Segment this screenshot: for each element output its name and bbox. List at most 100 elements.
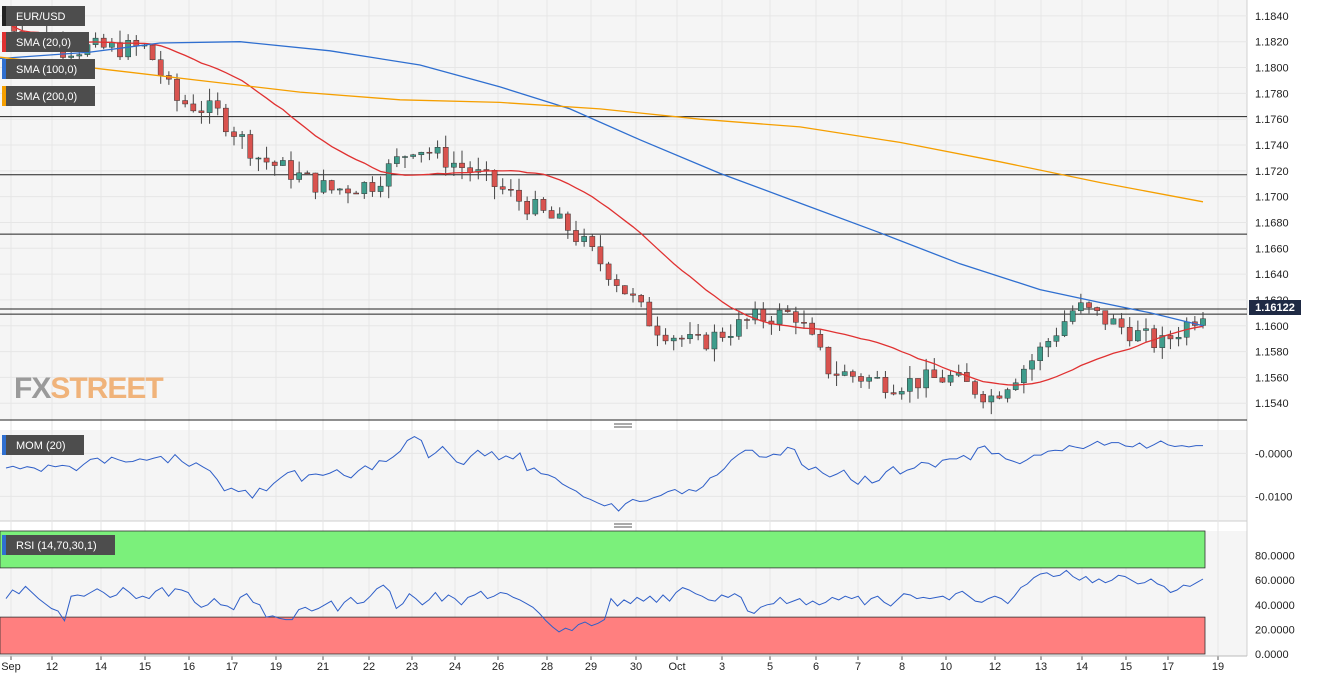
candle-body bbox=[231, 131, 237, 137]
candle-body bbox=[654, 325, 661, 336]
rsi-indicator: 80.0000 60.0000 40.0000 20.0000 0.0000 bbox=[0, 530, 1295, 661]
sma-20-line bbox=[5, 22, 1204, 386]
candle-body bbox=[784, 309, 791, 312]
candle-body bbox=[695, 334, 701, 336]
support-resistance-levels bbox=[0, 116, 1247, 421]
legend-item-rsi[interactable]: RSI (14,70,30,1) bbox=[2, 535, 115, 555]
candle-body bbox=[1135, 330, 1141, 342]
candle-body bbox=[841, 371, 848, 376]
candle-body bbox=[1086, 302, 1092, 308]
price-tick-label: 1.1740 bbox=[1255, 140, 1289, 152]
candle-body bbox=[117, 42, 123, 58]
candle-body bbox=[1069, 310, 1076, 322]
candle-body bbox=[524, 201, 530, 215]
candle-body bbox=[1012, 382, 1019, 390]
sma-lines bbox=[0, 22, 1204, 386]
x-tick-label: 12 bbox=[989, 661, 1001, 673]
candle-body bbox=[1102, 310, 1109, 325]
price-tick-label: 1.1760 bbox=[1255, 114, 1289, 126]
x-tick-label: Sep bbox=[1, 661, 21, 673]
candle-body bbox=[280, 160, 286, 166]
candle-body bbox=[548, 210, 555, 219]
candle-body bbox=[1159, 335, 1166, 348]
sma-200-line bbox=[0, 56, 1204, 203]
candle-body bbox=[369, 182, 376, 192]
candle-body bbox=[68, 55, 74, 58]
x-tick-label: 28 bbox=[541, 661, 553, 673]
price-tick-label: 1.1840 bbox=[1255, 11, 1289, 23]
candle-body bbox=[556, 213, 563, 219]
candle-body bbox=[109, 42, 115, 48]
x-tick-label: 15 bbox=[1120, 661, 1132, 673]
candle-body bbox=[947, 374, 954, 383]
candle-body bbox=[198, 110, 205, 113]
current-price-badge: 1.16122 bbox=[1249, 300, 1301, 315]
candle-body bbox=[589, 236, 596, 247]
candle-body bbox=[1078, 302, 1084, 312]
candle-body bbox=[597, 246, 604, 265]
x-tick-label: 5 bbox=[767, 661, 773, 673]
legend-item-sma-100[interactable]: SMA (100,0) bbox=[2, 59, 95, 79]
mom-line bbox=[5, 436, 1203, 512]
x-tick-label: 17 bbox=[226, 661, 238, 673]
candle-body bbox=[573, 230, 579, 242]
candle-body bbox=[858, 376, 864, 382]
price-tick-label: 1.1720 bbox=[1255, 166, 1289, 178]
candle-body bbox=[622, 285, 628, 295]
candle-body bbox=[866, 377, 872, 382]
price-panel bbox=[0, 0, 1247, 420]
candle-body bbox=[1167, 335, 1174, 340]
legend-item-eurusd[interactable]: EUR/USD bbox=[2, 6, 85, 26]
candle-body bbox=[988, 395, 995, 403]
sma-100-line bbox=[0, 41, 1204, 327]
candle-body bbox=[214, 100, 221, 109]
time-axis: Sep 12 14 15 16 17 19 21 22 23 24 26 28 29 30 Oct 3 5 6 7 8 1… bbox=[0, 655, 1247, 673]
candle-body bbox=[271, 161, 278, 166]
candle-body bbox=[817, 334, 824, 348]
price-tick-label: 1.1780 bbox=[1255, 88, 1289, 100]
candle-body bbox=[402, 156, 408, 158]
x-tick-label: Oct bbox=[668, 661, 685, 673]
candle-body bbox=[1045, 341, 1052, 348]
candle-body bbox=[776, 309, 783, 325]
panel-separator-2[interactable] bbox=[0, 520, 1247, 528]
x-tick-label: 8 bbox=[899, 661, 905, 673]
candle-body bbox=[1126, 326, 1133, 342]
rsi-tick-label: 20.0000 bbox=[1255, 624, 1295, 636]
candle-body bbox=[418, 151, 425, 156]
candle-body bbox=[125, 40, 131, 58]
candle-body bbox=[736, 319, 742, 337]
legend-item-mom[interactable]: MOM (20) bbox=[2, 435, 84, 455]
candle-body bbox=[727, 336, 734, 338]
x-tick-label: 7 bbox=[855, 661, 861, 673]
candle-body bbox=[744, 319, 750, 321]
candle-body bbox=[459, 162, 465, 168]
x-tick-label: 14 bbox=[95, 661, 107, 673]
legend-label-sma-200: SMA (200,0) bbox=[16, 91, 77, 103]
x-tick-label: 24 bbox=[449, 661, 461, 673]
x-tick-label: 29 bbox=[585, 661, 597, 673]
candle-body bbox=[516, 189, 522, 202]
rsi-line bbox=[5, 569, 1204, 633]
legend-item-sma-200[interactable]: SMA (200,0) bbox=[2, 86, 95, 106]
x-tick-label: 16 bbox=[183, 661, 195, 673]
candle-body bbox=[174, 78, 180, 101]
candle-body bbox=[1061, 321, 1068, 336]
candle-body bbox=[630, 293, 636, 296]
mom-tick-label: -0.0000 bbox=[1255, 448, 1292, 460]
legend-label-mom: MOM (20) bbox=[16, 440, 66, 452]
x-tick-label: 3 bbox=[719, 661, 725, 673]
x-tick-label: 12 bbox=[46, 661, 58, 673]
candle-body bbox=[377, 185, 384, 192]
candle-body bbox=[907, 378, 913, 392]
candle-body bbox=[491, 170, 498, 187]
legend-item-sma-20[interactable]: SMA (20,0) bbox=[2, 32, 89, 52]
candle-body bbox=[980, 394, 986, 403]
panel-separator-1[interactable] bbox=[0, 419, 1247, 428]
candle-body bbox=[394, 156, 400, 164]
candle-body bbox=[467, 167, 473, 173]
candle-body bbox=[426, 151, 433, 154]
mom-panel bbox=[0, 430, 1247, 521]
candle-body bbox=[711, 331, 718, 350]
